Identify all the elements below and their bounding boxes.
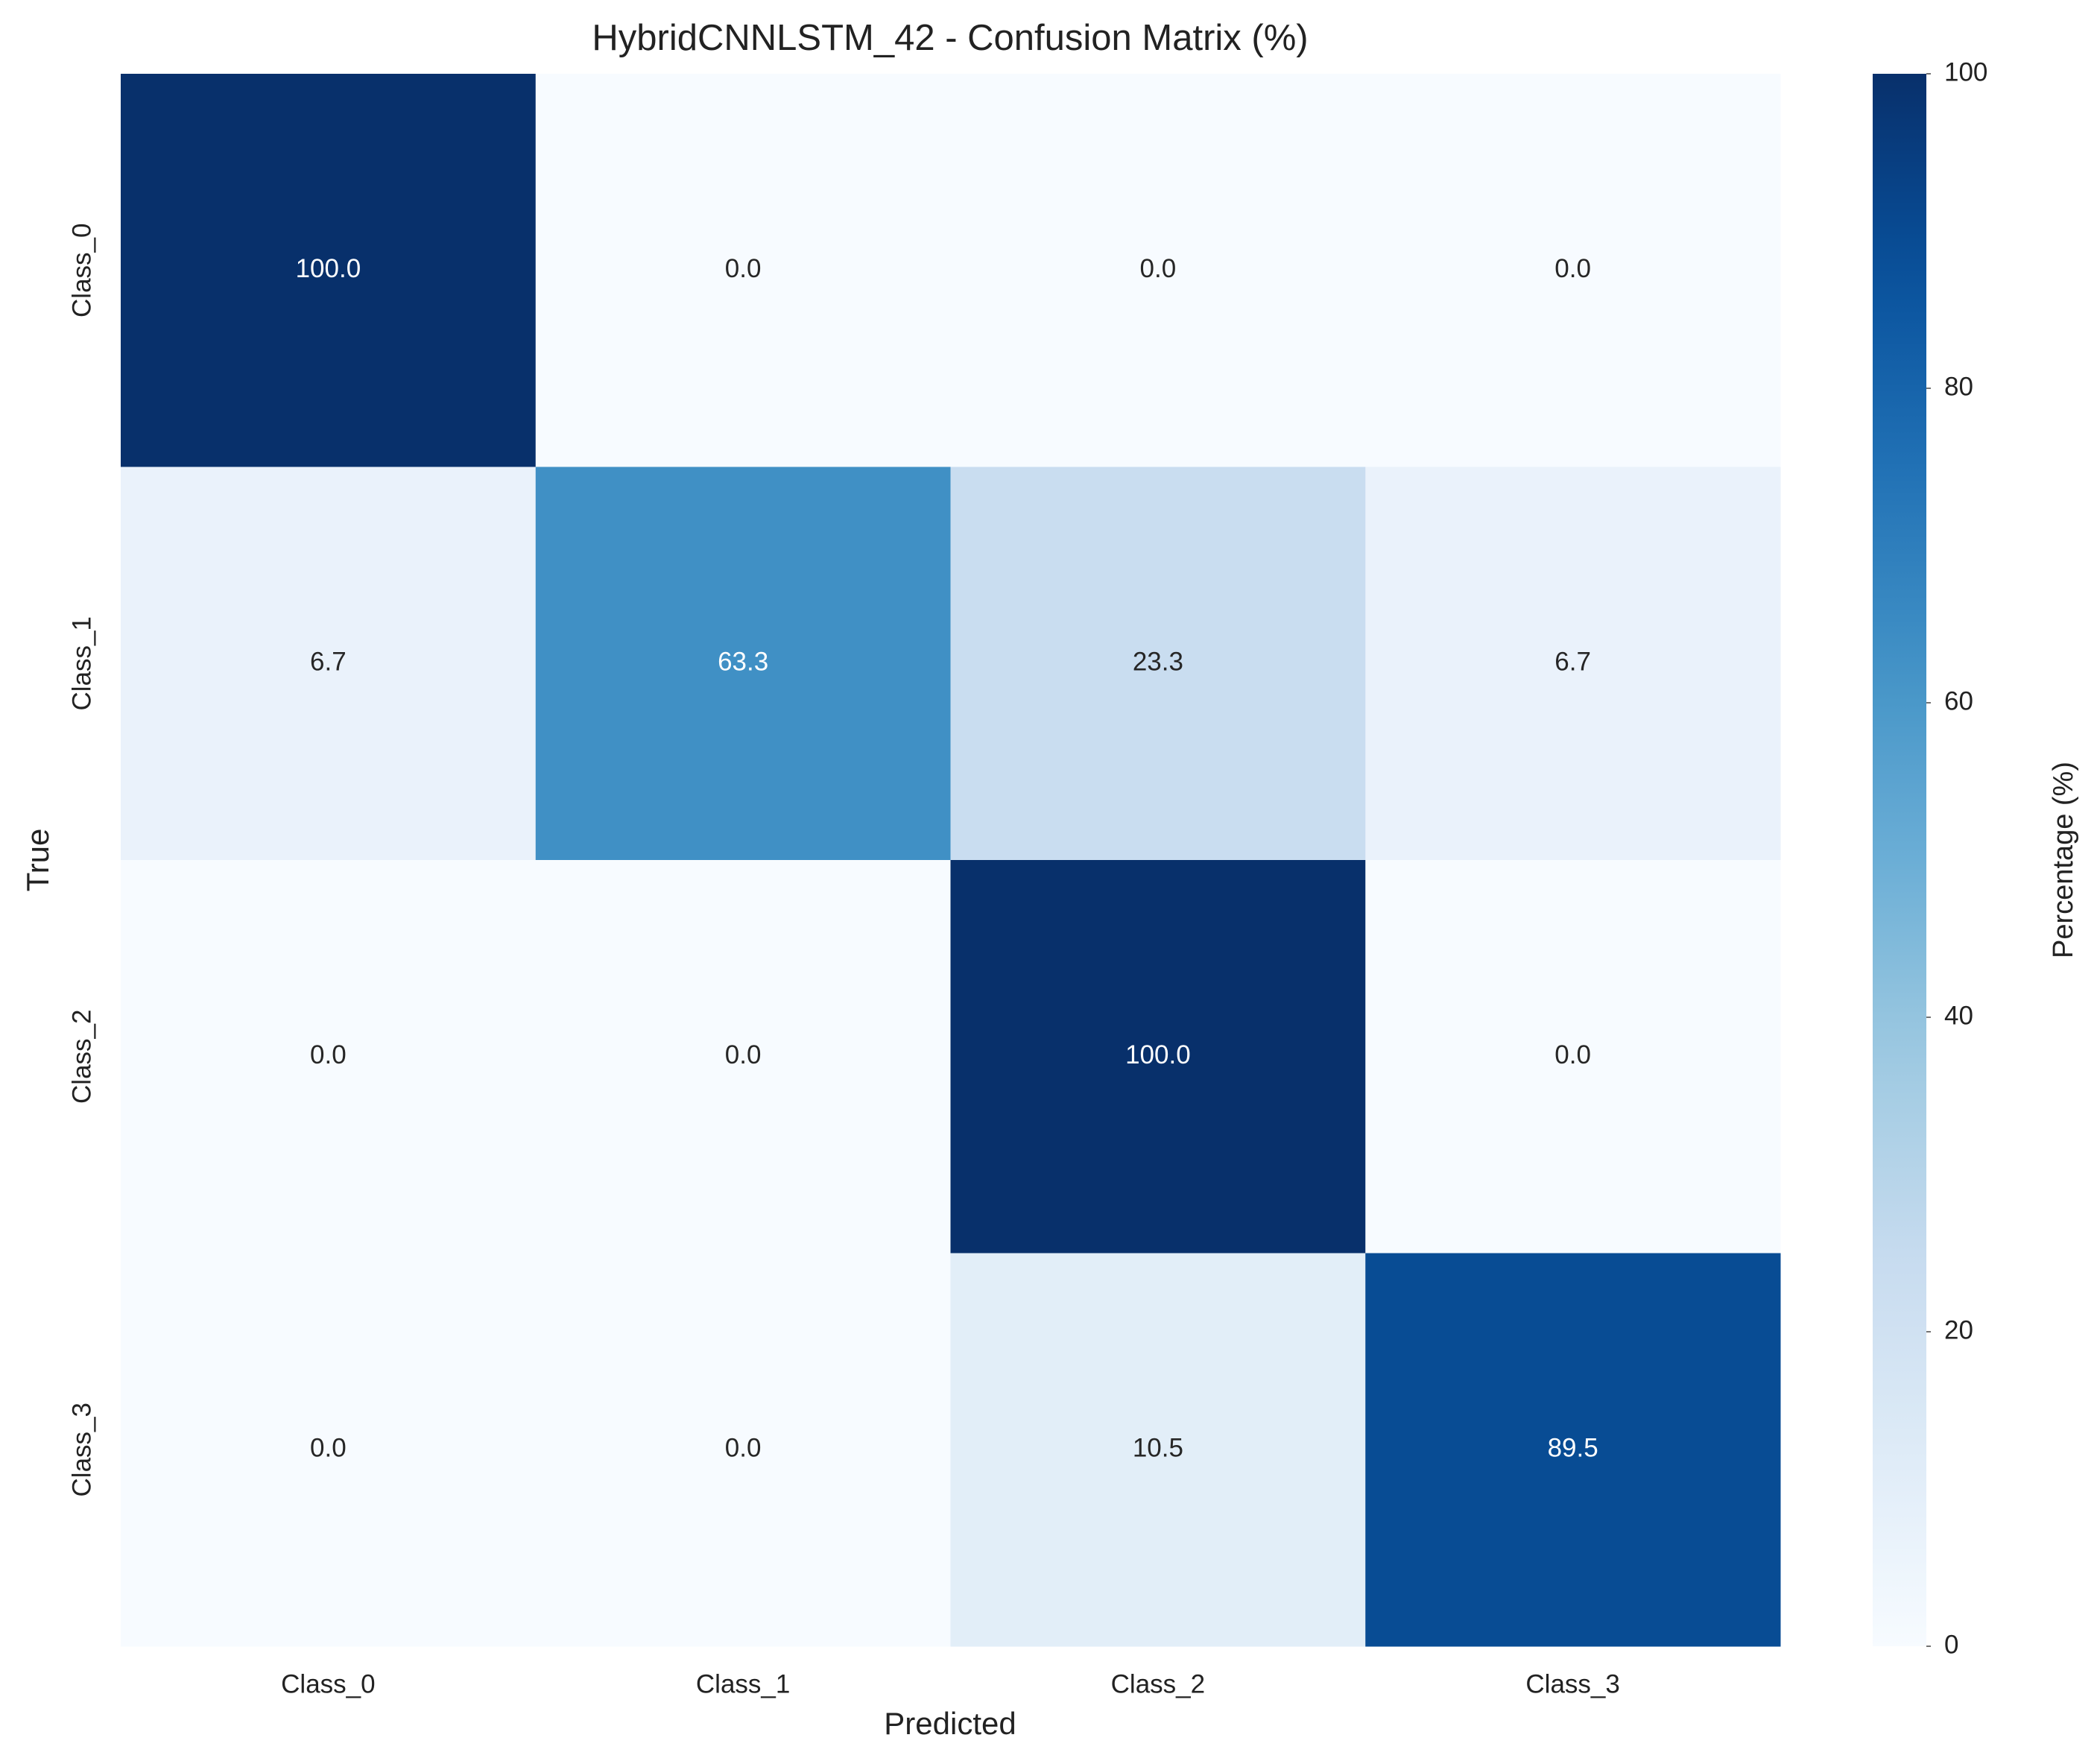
heatmap-cell — [1365, 467, 1781, 861]
cell-value-label: 0.0 — [725, 254, 762, 283]
colorbar — [1873, 74, 1926, 1646]
cell-value-label: 10.5 — [1133, 1434, 1183, 1463]
colorbar-tick-label: 20 — [1944, 1315, 1973, 1344]
x-tick-label: Class_0 — [281, 1669, 375, 1698]
colorbar-tick-label: 0 — [1944, 1630, 1958, 1659]
chart-title: HybridCNNLSTM_42 - Confusion Matrix (%) — [592, 18, 1308, 58]
y-tick-label: Class_0 — [67, 224, 96, 317]
colorbar-tick-label: 100 — [1944, 57, 1987, 86]
heatmap-cell — [1365, 860, 1781, 1254]
cell-value-label: 0.0 — [725, 1040, 762, 1069]
cell-value-label: 89.5 — [1548, 1434, 1598, 1463]
heatmap-cell — [1365, 74, 1781, 467]
colorbar-tick-label: 60 — [1944, 686, 1973, 715]
heatmap-cell — [535, 74, 951, 467]
heatmap-cell — [121, 1253, 537, 1647]
heatmap-cell — [1365, 1253, 1781, 1647]
cell-value-label: 100.0 — [1125, 1040, 1191, 1069]
heatmap-cell — [535, 467, 951, 861]
heatmap-cell — [121, 860, 537, 1254]
cell-value-label: 0.0 — [1554, 1040, 1591, 1069]
heatmap-cell — [535, 1253, 951, 1647]
colorbar-tick-label: 80 — [1944, 372, 1973, 401]
heatmap-cell — [950, 74, 1366, 467]
heatmap-cell — [121, 74, 537, 467]
heatmap-cell — [950, 467, 1366, 861]
cell-value-label: 0.0 — [725, 1434, 762, 1463]
y-tick-label: Class_1 — [67, 616, 96, 710]
colorbar-tick-label: 40 — [1944, 1001, 1973, 1030]
cell-value-label: 0.0 — [1554, 254, 1591, 283]
cell-value-label: 0.0 — [310, 1040, 347, 1069]
cell-value-label: 0.0 — [1140, 254, 1177, 283]
cell-value-label: 23.3 — [1133, 648, 1183, 677]
cell-value-label: 6.7 — [310, 648, 347, 677]
y-tick-label: Class_3 — [67, 1403, 96, 1496]
heatmap-cell — [121, 467, 537, 861]
y-axis-label: True — [20, 829, 55, 892]
colorbar-label: Percentage (%) — [2048, 762, 2079, 958]
cell-value-label: 0.0 — [310, 1434, 347, 1463]
x-axis-label: Predicted — [884, 1706, 1016, 1741]
x-tick-label: Class_1 — [696, 1669, 790, 1698]
y-tick-label: Class_2 — [67, 1010, 96, 1104]
cell-value-label: 100.0 — [296, 254, 361, 283]
x-tick-label: Class_2 — [1111, 1669, 1205, 1698]
heatmap-cell — [950, 860, 1366, 1254]
cell-value-label: 63.3 — [718, 648, 768, 677]
x-tick-label: Class_3 — [1525, 1669, 1619, 1698]
heatmap-cell — [950, 1253, 1366, 1647]
cell-value-label: 6.7 — [1554, 648, 1591, 677]
heatmap-cell — [535, 860, 951, 1254]
